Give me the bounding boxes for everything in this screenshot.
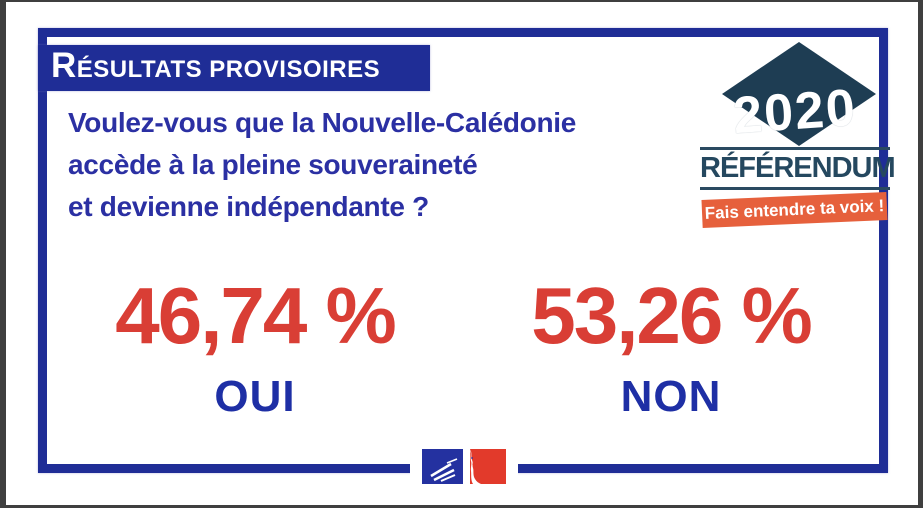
results-row: 46,74 % OUI 53,26 % NON bbox=[47, 274, 879, 422]
question-line-2: accède à la pleine souveraineté bbox=[68, 149, 478, 180]
logo-tagline-ribbon: Fais entendre ta voix ! bbox=[701, 191, 888, 229]
result-oui: 46,74 % OUI bbox=[47, 274, 463, 422]
banner-title: RÉSULTATS PROVISOIRES bbox=[51, 46, 381, 85]
result-non: 53,26 % NON bbox=[463, 274, 879, 422]
referendum-question: Voulez-vous que la Nouvelle-Calédonie ac… bbox=[68, 102, 576, 228]
logo-divider-top bbox=[700, 147, 890, 150]
france-marianne-flag-icon bbox=[422, 449, 506, 484]
result-non-percentage: 53,26 % bbox=[531, 271, 813, 360]
question-line-3: et devienne indépendante ? bbox=[68, 191, 429, 222]
question-line-1: Voulez-vous que la Nouvelle-Calédonie bbox=[68, 107, 577, 138]
results-slide: RÉSULTATS PROVISOIRES Voulez-vous que la… bbox=[6, 2, 918, 505]
referendum-2020-logo: 2020 RÉFÉRENDUM Fais entendre ta voix ! bbox=[700, 40, 896, 229]
logo-divider-bottom bbox=[700, 187, 890, 190]
result-oui-percentage: 46,74 % bbox=[115, 271, 397, 360]
banner-results-provisional: RÉSULTATS PROVISOIRES bbox=[38, 45, 430, 91]
result-oui-label: OUI bbox=[214, 372, 296, 421]
logo-referendum-label: RÉFÉRENDUM bbox=[700, 152, 896, 184]
french-government-logo-box bbox=[410, 440, 518, 494]
result-non-label: NON bbox=[620, 372, 722, 421]
logo-year: 2020 bbox=[731, 78, 859, 146]
